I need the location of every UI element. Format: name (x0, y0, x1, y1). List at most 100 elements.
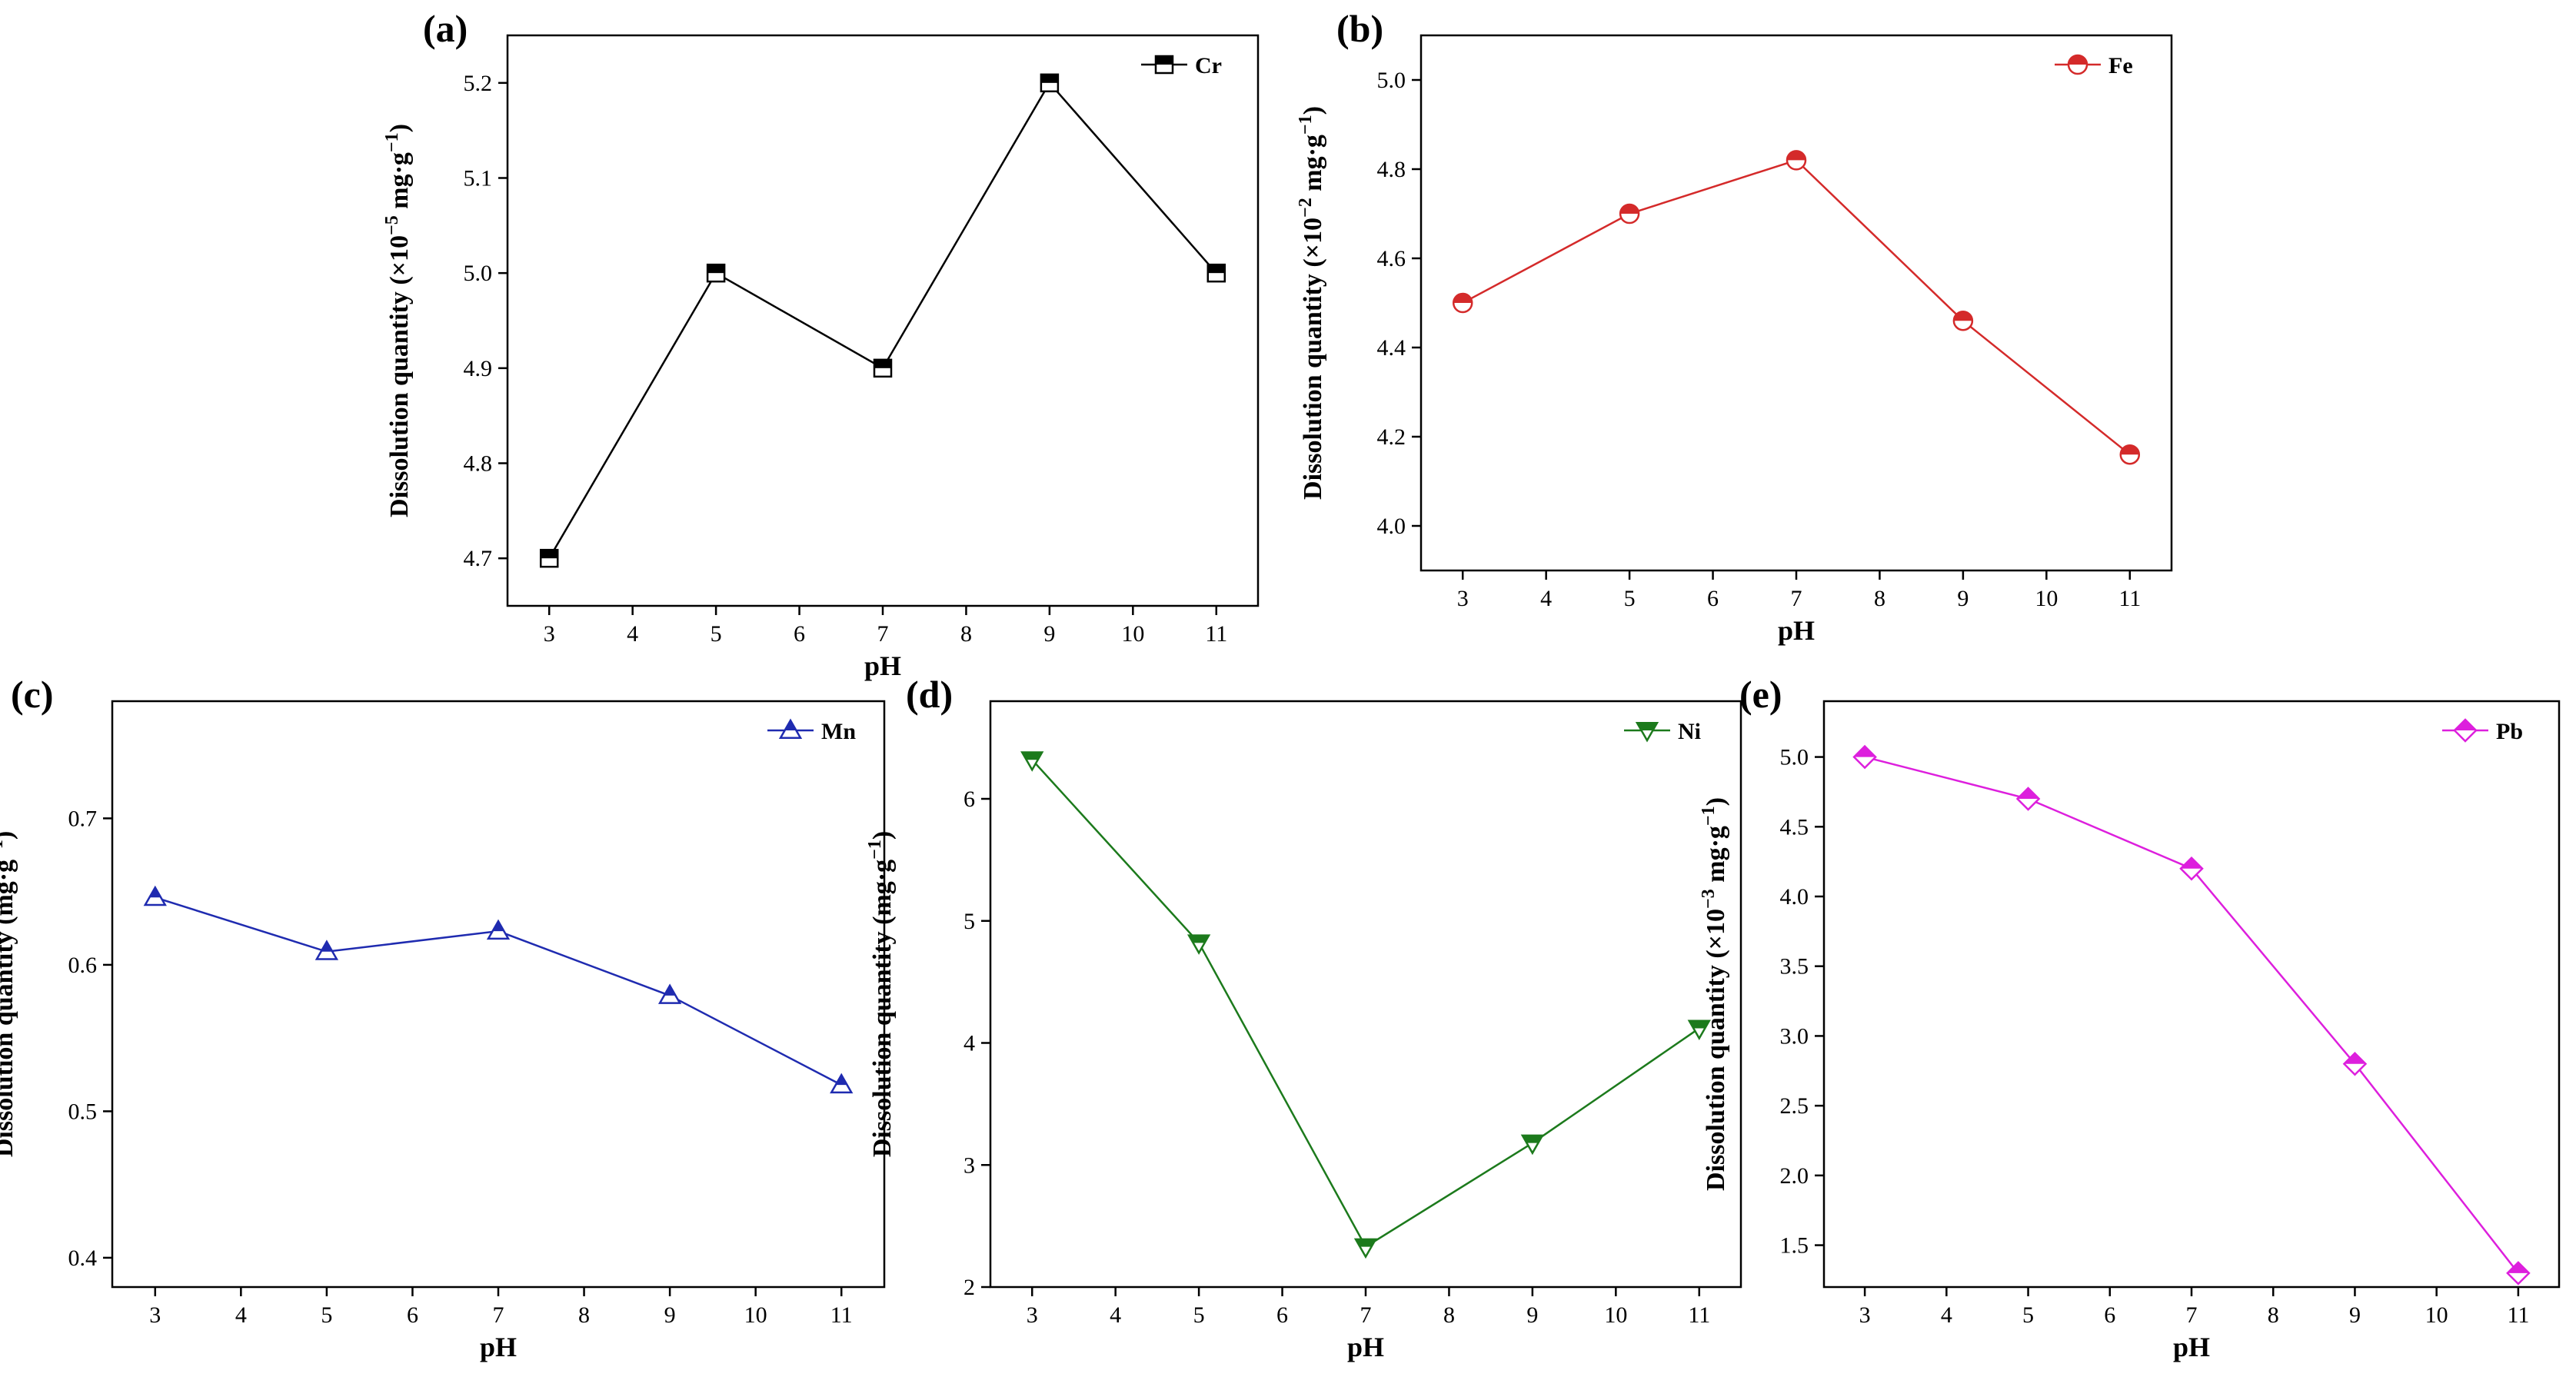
y-axis-label-superscript: −3 (1699, 889, 1719, 909)
x-tick-label: 4 (1540, 586, 1552, 611)
x-tick-label: 3 (1027, 1302, 1038, 1328)
x-tick-label: 8 (1874, 586, 1885, 611)
y-axis-label-part: ) (1702, 797, 1730, 806)
y-axis-label: Dissolution quantity (mg·g−1) (865, 831, 897, 1157)
y-tick-label: 4.8 (1377, 157, 1406, 182)
plot-frame (506, 34, 1260, 607)
y-tick-label: 4.5 (1780, 814, 1809, 840)
y-axis-label: Dissolution quantity (×10−3 mg·g−1) (1699, 797, 1730, 1191)
y-axis-label-superscript: −5 (382, 215, 402, 235)
x-tick-label: 4 (1110, 1302, 1121, 1328)
y-axis-label-part: Dissolution quantity (mg·g (0, 860, 18, 1157)
series-line (1462, 158, 2131, 456)
legend-label: Mn (821, 719, 856, 744)
y-tick-label: 5 (964, 909, 975, 934)
y-axis-label: Dissolution quantity (×10−2 mg·g−1) (1296, 106, 1327, 500)
plot-frame (1419, 34, 2173, 572)
x-tick-label: 9 (1043, 621, 1055, 647)
panel-label: (b) (1336, 7, 1383, 50)
legend-label: Fe (2108, 53, 2133, 78)
y-tick-label: 5.2 (464, 71, 493, 96)
x-tick-label: 5 (1624, 586, 1636, 611)
y-tick-label: 4.2 (1377, 424, 1406, 450)
y-tick-label: 4.4 (1377, 335, 1406, 361)
x-tick-label: 11 (2507, 1302, 2529, 1328)
y-axis-label-part: mg·g (1702, 826, 1730, 889)
y-axis-label-part: mg·g (385, 152, 414, 215)
x-tick-label: 8 (960, 621, 972, 647)
x-tick-label: 3 (1859, 1302, 1871, 1328)
y-tick-label: 4 (964, 1031, 975, 1056)
x-tick-label: 8 (1443, 1302, 1455, 1328)
y-tick-label: 4.6 (1377, 246, 1406, 271)
y-tick-label: 3 (964, 1152, 975, 1178)
x-tick-label: 10 (1604, 1302, 1627, 1328)
chart-panel-4: 3 4 5 6 7 8 9 10 11 1.5 2.0 2.5 3.0 3.5 4.0 4.5 5.0 pH Dis… (1699, 673, 2561, 1362)
y-tick-label: 2 (964, 1275, 975, 1300)
y-axis-label-part: ) (0, 831, 18, 840)
y-axis-label-part: Dissolution quantity (×10 (1299, 218, 1327, 500)
y-axis-label-part: Dissolution quantity (mg·g (868, 860, 897, 1157)
chart-panel-0: 3 4 5 6 7 8 9 10 11 4.7 4.8 4.9 5.0 5.1 5.2 pH Dissoluti… (382, 7, 1260, 681)
x-tick-label: 6 (2104, 1302, 2115, 1328)
x-axis-label: pH (480, 1332, 517, 1362)
x-tick-label: 9 (664, 1302, 676, 1328)
y-tick-label: 0.4 (68, 1246, 98, 1271)
plot-frame (989, 700, 1742, 1289)
x-tick-label: 10 (1121, 621, 1144, 647)
x-tick-label: 4 (235, 1302, 247, 1328)
chart-panel-3: 3 4 5 6 7 8 9 10 11 2 3 4 5 6 pH Dissolution quantity (… (865, 673, 1742, 1362)
x-tick-label: 3 (544, 621, 555, 647)
y-tick-label: 4.9 (464, 356, 493, 381)
panel-label: (e) (1739, 673, 1782, 716)
x-axis-label: pH (1347, 1332, 1384, 1362)
y-axis-label-superscript: −1 (0, 840, 7, 860)
series-line (548, 81, 1217, 559)
y-axis-label-part: Dissolution quantity (×10 (385, 235, 414, 517)
x-axis-label: pH (2173, 1332, 2210, 1362)
y-tick-label: 0.5 (68, 1099, 98, 1124)
x-tick-label: 4 (627, 621, 638, 647)
x-tick-label: 3 (1457, 586, 1469, 611)
x-axis-label: pH (864, 650, 901, 681)
series-line (1864, 756, 2519, 1274)
x-tick-label: 11 (1205, 621, 1227, 647)
y-axis-label-part: ) (385, 124, 414, 132)
x-tick-label: 6 (407, 1302, 418, 1328)
y-axis-label-superscript: −1 (865, 840, 885, 860)
plot-frame (1822, 700, 2561, 1289)
y-tick-label: 1.5 (1780, 1233, 1809, 1259)
x-tick-label: 7 (493, 1302, 504, 1328)
legend-label: Cr (1195, 53, 1222, 78)
x-tick-label: 6 (1276, 1302, 1288, 1328)
y-axis-label-part: ) (868, 831, 897, 840)
y-axis-label-superscript: −1 (1699, 806, 1719, 826)
x-tick-label: 8 (578, 1302, 590, 1328)
x-tick-label: 10 (2425, 1302, 2448, 1328)
chart-panel-1: 3 4 5 6 7 8 9 10 11 4.0 4.2 4.4 4.6 4.8 5.0 pH Dissoluti… (1296, 7, 2173, 646)
y-tick-label: 6 (964, 787, 975, 812)
x-tick-label: 4 (1941, 1302, 1952, 1328)
x-tick-label: 9 (2349, 1302, 2361, 1328)
y-axis-label-superscript: −2 (1296, 198, 1316, 218)
y-tick-label: 0.6 (68, 953, 98, 978)
y-axis-label-superscript: −1 (1296, 115, 1316, 135)
x-tick-label: 11 (830, 1302, 853, 1328)
y-tick-label: 5.0 (1377, 68, 1406, 93)
panel-label: (d) (906, 673, 953, 716)
x-tick-label: 9 (1526, 1302, 1538, 1328)
x-tick-label: 7 (877, 621, 889, 647)
y-tick-label: 5.0 (1780, 745, 1809, 770)
x-tick-label: 8 (2268, 1302, 2279, 1328)
chart-panel-2: 3 4 5 6 7 8 9 10 11 0.4 0.5 0.6 0.7 pH Dissolution qua… (0, 673, 886, 1362)
y-tick-label: 2.5 (1780, 1093, 1809, 1119)
x-axis-label: pH (1778, 615, 1815, 646)
y-axis-label: Dissolution quantity (mg·g−1) (0, 831, 18, 1157)
y-axis-label-part: ) (1299, 106, 1327, 115)
y-tick-label: 5.1 (464, 166, 493, 191)
y-axis-label-part: Dissolution quantity (×10 (1702, 909, 1730, 1191)
y-axis-label-part: mg·g (1299, 135, 1327, 198)
panel-label: (c) (11, 673, 54, 716)
y-tick-label: 4.0 (1377, 514, 1406, 539)
